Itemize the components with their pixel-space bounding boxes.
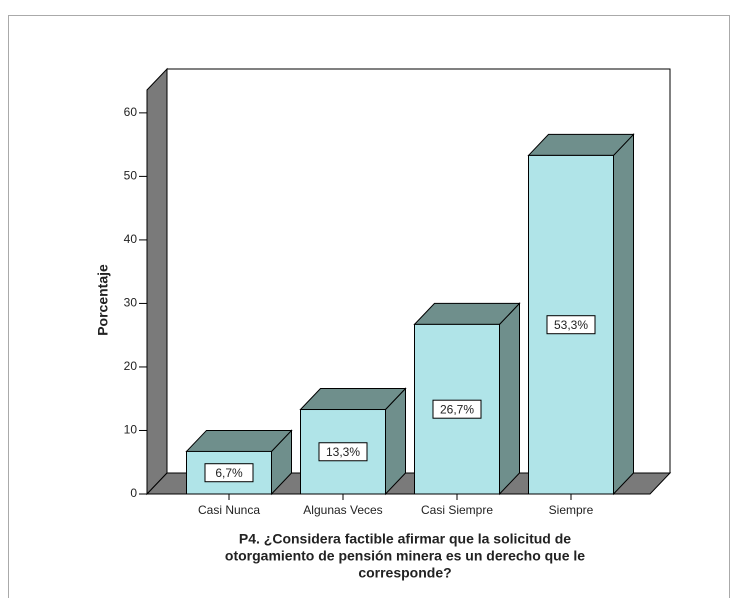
y-tick-label: 40 <box>124 232 138 246</box>
left-wall <box>146 67 168 496</box>
y-tick-label: 20 <box>124 359 138 373</box>
value-label: 6,7% <box>215 466 243 480</box>
x-tick-label: Siempre <box>549 503 594 517</box>
bar-side <box>613 133 634 496</box>
y-tick-label: 0 <box>130 486 137 500</box>
y-tick-label: 10 <box>124 423 138 437</box>
x-axis-label: P4. ¿Considera factible afirmar que la s… <box>239 531 571 547</box>
y-axis-label: Porcentaje <box>95 264 111 336</box>
value-label-box <box>432 399 482 419</box>
value-label-box <box>546 315 596 335</box>
y-tick-label: 50 <box>124 169 138 183</box>
bar <box>300 409 386 495</box>
y-tick-label: 30 <box>124 296 138 310</box>
x-axis-label: corresponde? <box>358 565 451 581</box>
value-label-box <box>204 463 254 483</box>
value-label: 26,7% <box>440 402 474 416</box>
bar-side <box>499 302 520 496</box>
frame <box>8 15 730 598</box>
x-tick-label: Casi Nunca <box>198 503 260 517</box>
value-label: 13,3% <box>326 445 360 459</box>
y-tick-label: 60 <box>124 105 138 119</box>
value-label: 53,3% <box>554 318 588 332</box>
value-label-box <box>318 442 368 462</box>
x-axis-label: otorgamiento de pensión minera es un der… <box>225 548 585 564</box>
x-tick-label: Casi Siempre <box>421 503 493 517</box>
x-tick-label: Algunas Veces <box>303 503 382 517</box>
